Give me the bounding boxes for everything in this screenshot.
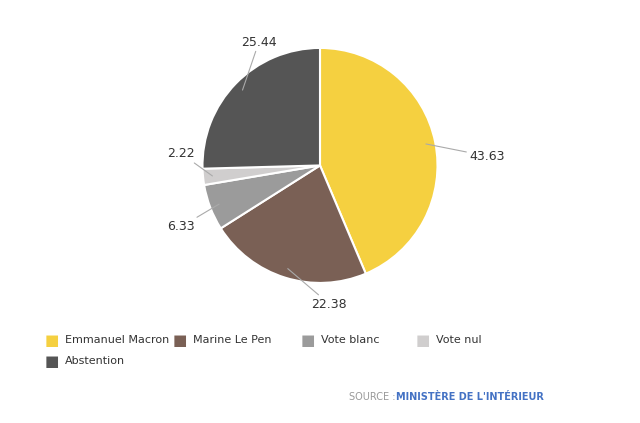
- Text: SOURCE :: SOURCE :: [349, 392, 399, 402]
- Text: 25.44: 25.44: [241, 36, 276, 90]
- Text: Emmanuel Macron: Emmanuel Macron: [65, 335, 170, 345]
- Text: ■: ■: [301, 333, 315, 348]
- Text: MINISTÈRE DE L'INTÉRIEUR: MINISTÈRE DE L'INTÉRIEUR: [396, 392, 543, 402]
- Text: ■: ■: [416, 333, 430, 348]
- Text: ■: ■: [45, 354, 59, 369]
- Text: Marine Le Pen: Marine Le Pen: [193, 335, 272, 345]
- Text: ■: ■: [173, 333, 187, 348]
- Wedge shape: [202, 165, 320, 185]
- Text: 22.38: 22.38: [288, 269, 348, 310]
- Text: ■: ■: [45, 333, 59, 348]
- Text: 2.22: 2.22: [168, 147, 212, 176]
- Wedge shape: [202, 48, 320, 169]
- Text: Abstention: Abstention: [65, 356, 125, 366]
- Text: 43.63: 43.63: [426, 144, 504, 162]
- Text: 6.33: 6.33: [168, 204, 219, 233]
- Text: Vote nul: Vote nul: [436, 335, 482, 345]
- Wedge shape: [320, 48, 438, 274]
- Wedge shape: [204, 165, 320, 228]
- Wedge shape: [221, 165, 366, 283]
- Text: Vote blanc: Vote blanc: [321, 335, 380, 345]
